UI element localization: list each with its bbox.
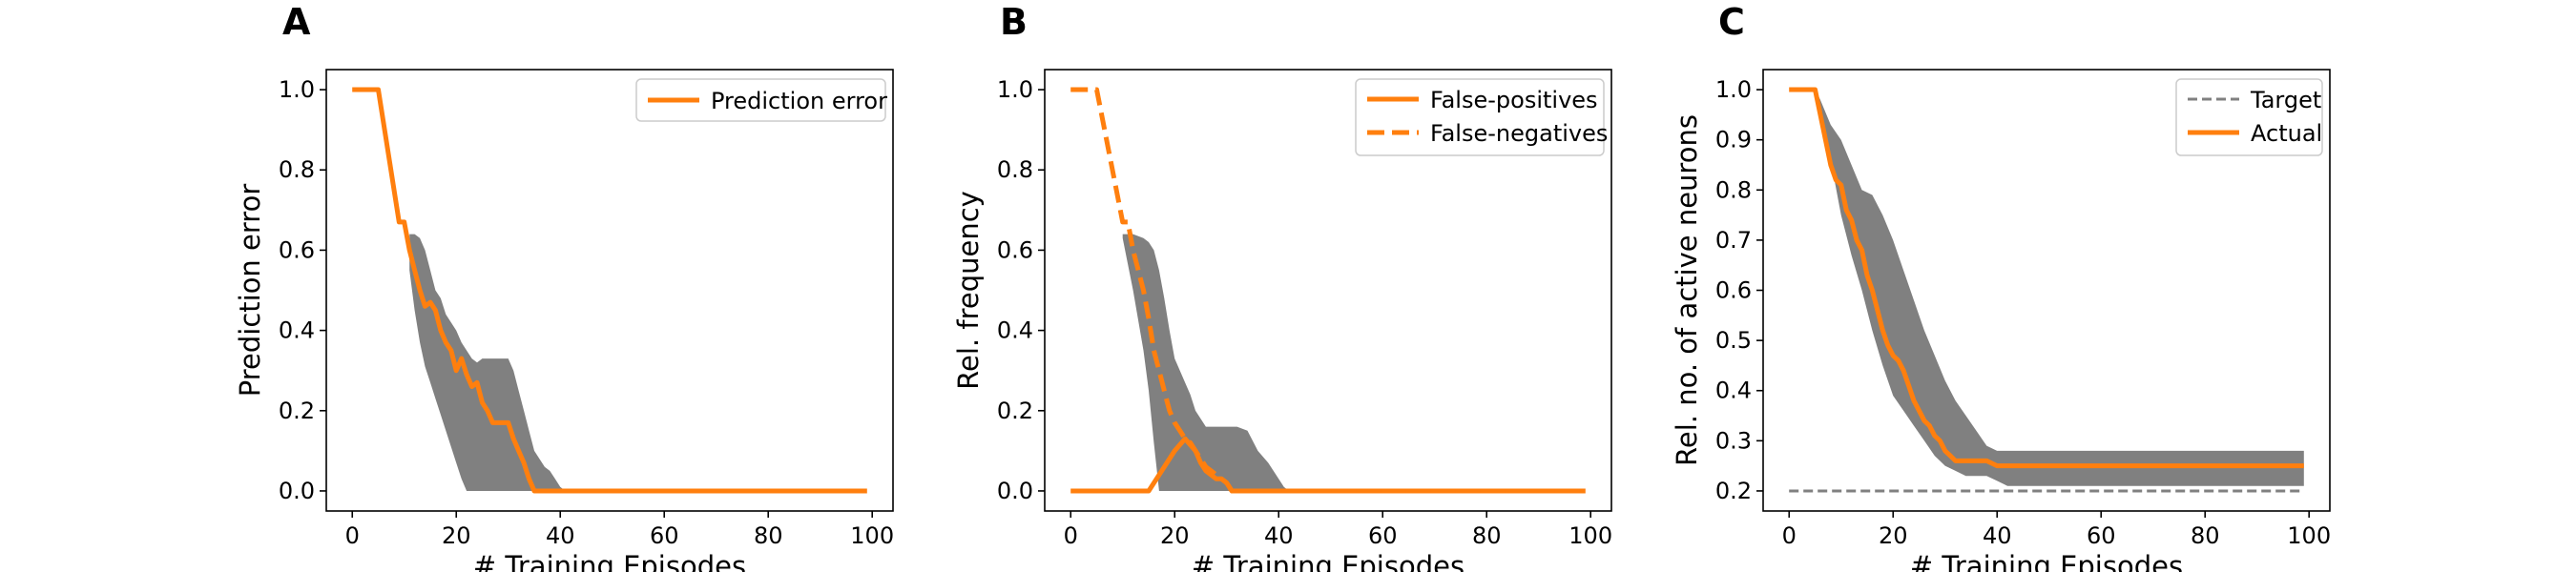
x-tick-label: 60 — [650, 522, 679, 549]
y-tick-label: 0.6 — [279, 236, 315, 263]
y-tick-label: 0.4 — [279, 317, 315, 344]
plot-frame — [1044, 69, 1612, 512]
legend-label-false-positives: False-positives — [1430, 87, 1598, 113]
series-line-actual — [1789, 87, 2304, 469]
x-axis-label: # Training Episodes — [1192, 550, 1465, 572]
y-tick-label: 0.3 — [1715, 427, 1752, 454]
y-tick-label: 0.6 — [997, 236, 1033, 263]
panel-letter-b: B — [1000, 1, 1028, 43]
legend: Target Actual — [2175, 78, 2323, 156]
y-tick-label: 0.8 — [279, 156, 315, 183]
x-tick-label: 0 — [1782, 522, 1797, 549]
series-group — [1789, 87, 2304, 493]
y-axis-label: Prediction error — [234, 184, 266, 398]
legend-box — [2175, 78, 2323, 156]
y-tick-label: 0.7 — [1715, 227, 1752, 254]
plot-frame — [325, 69, 894, 512]
y-tick-label: 0.5 — [1715, 327, 1752, 354]
panel-letter-c: C — [1718, 1, 1745, 43]
x-tick-label: 20 — [1160, 522, 1190, 549]
legend-label-target: Target — [2250, 87, 2321, 113]
y-tick-label: 1.0 — [997, 76, 1033, 103]
y-ticks: 0.2 0.3 0.4 0.5 0.6 0.7 0.8 0.9 1.0 — [1715, 76, 1763, 504]
x-tick-label: 20 — [442, 522, 471, 549]
y-tick-label: 0.2 — [1715, 478, 1752, 504]
x-tick-label: 40 — [546, 522, 575, 549]
x-tick-label: 0 — [1064, 522, 1078, 549]
x-ticks: 0 20 40 60 80 100 — [1064, 511, 1612, 549]
x-tick-label: 100 — [850, 522, 894, 549]
error-band — [409, 234, 571, 491]
series-line-false-positives — [1070, 436, 1586, 494]
legend: Prediction error — [635, 78, 887, 122]
x-tick-label: 100 — [2287, 522, 2331, 549]
series-group — [352, 87, 867, 494]
error-band — [1815, 90, 2304, 486]
x-tick-label: 80 — [754, 522, 783, 549]
x-tick-label: 20 — [1879, 522, 1908, 549]
error-band-group — [409, 234, 571, 491]
x-axis-label: # Training Episodes — [1910, 550, 2183, 572]
x-axis-label: # Training Episodes — [473, 550, 746, 572]
y-tick-label: 1.0 — [1715, 76, 1752, 103]
legend-label-false-negatives: False-negatives — [1430, 120, 1608, 147]
y-tick-label: 0.2 — [997, 398, 1033, 424]
y-tick-label: 0.0 — [997, 478, 1033, 504]
legend-label-prediction-error: Prediction error — [711, 88, 887, 114]
x-tick-label: 60 — [2087, 522, 2116, 549]
y-tick-label: 0.2 — [279, 398, 315, 424]
y-tick-label: 1.0 — [279, 76, 315, 103]
y-tick-label: 0.0 — [279, 478, 315, 504]
legend-label-actual: Actual — [2251, 120, 2322, 147]
y-axis-label: Rel. no. of active neurons — [1671, 114, 1703, 466]
y-tick-label: 0.4 — [997, 317, 1033, 344]
x-tick-label: 0 — [345, 522, 360, 549]
x-tick-label: 40 — [1983, 522, 2012, 549]
y-axis-label: Rel. frequency — [952, 191, 985, 390]
x-tick-label: 100 — [1568, 522, 1612, 549]
y-tick-label: 0.4 — [1715, 378, 1752, 404]
panel-c: C 0 20 40 60 80 100 0.2 0.3 0.4 0.5 0.6 0.7 0.8 0.9 1… — [1671, 1, 2331, 572]
legend: False-positives False-negatives — [1355, 78, 1608, 156]
y-ticks: 0.0 0.2 0.4 0.6 0.8 1.0 — [279, 76, 326, 504]
x-tick-label: 80 — [1472, 522, 1502, 549]
y-tick-label: 0.8 — [1715, 176, 1752, 203]
error-band-group — [1122, 234, 1290, 491]
legend-box — [635, 78, 886, 122]
error-band — [1122, 234, 1290, 491]
x-tick-label: 40 — [1264, 522, 1294, 549]
panel-letter-a: A — [282, 1, 311, 43]
series-line-false-negatives — [1070, 87, 1586, 494]
panel-b: B 0 20 40 60 80 100 0.0 0.2 0.4 0.6 0.8 1.0 # Trai… — [952, 1, 1612, 572]
x-ticks: 0 20 40 60 80 100 — [345, 511, 894, 549]
y-tick-label: 0.6 — [1715, 277, 1752, 304]
x-tick-label: 60 — [1368, 522, 1398, 549]
y-tick-label: 0.8 — [997, 156, 1033, 183]
x-ticks: 0 20 40 60 80 100 — [1782, 511, 2331, 549]
panel-a: A 0 20 40 60 80 100 0.0 0.2 0.4 0.6 0.8 1.0 # Trai… — [234, 1, 894, 572]
error-band-group — [1815, 90, 2304, 486]
series-group — [1070, 87, 1586, 494]
x-tick-label: 80 — [2191, 522, 2220, 549]
series-line-prediction-error — [352, 87, 867, 494]
y-tick-label: 0.9 — [1715, 127, 1752, 153]
y-ticks: 0.0 0.2 0.4 0.6 0.8 1.0 — [997, 76, 1045, 504]
